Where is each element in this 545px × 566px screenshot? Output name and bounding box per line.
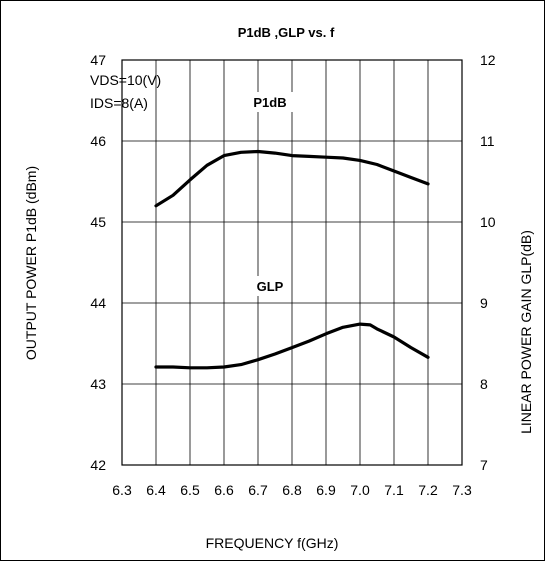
y-tick-label-left: 44 (90, 295, 106, 311)
y-tick-label-left: 47 (90, 52, 106, 68)
x-tick-label: 7.1 (384, 482, 404, 498)
y-axis-label-right: LINEAR POWER GAIN GLP(dB) (518, 230, 534, 434)
x-tick-label: 6.5 (180, 482, 200, 498)
chart-title: P1dB ,GLP vs. f (238, 25, 335, 40)
grid-layer (122, 60, 462, 465)
series-layer (154, 149, 430, 370)
x-tick-label: 6.9 (316, 482, 336, 498)
y-tick-label-left: 42 (90, 457, 106, 473)
x-tick-label: 7.3 (452, 482, 472, 498)
y-tick-label-right: 11 (480, 133, 495, 149)
x-tick-label: 6.7 (248, 482, 268, 498)
y-tick-label-right: 9 (480, 295, 488, 311)
series-label-p1db-text: P1dB (253, 95, 286, 110)
x-tick-label: 6.3 (112, 482, 132, 498)
y-tick-label-left: 43 (90, 376, 106, 392)
series-label-glp: GLP (250, 276, 290, 296)
annotation-ids: IDS=8(A) (90, 95, 148, 111)
series-line-p1db (154, 149, 430, 208)
tick-label-layer: 6.3 6.4 6.5 6.6 6.7 6.8 6.9 7.0 7.1 7.2 7.3 42 43 44 4… (90, 52, 495, 498)
y-tick-label-left: 45 (90, 214, 106, 230)
x-tick-label: 6.6 (214, 482, 234, 498)
x-tick-label: 7.2 (418, 482, 438, 498)
x-tick-label: 6.8 (282, 482, 302, 498)
series-label-p1db: P1dB (246, 92, 294, 112)
annotation-vds: VDS=10(V) (90, 72, 161, 88)
series-label-glp-text: GLP (257, 279, 284, 294)
y-axis-label-left: OUTPUT POWER P1dB (dBm) (23, 166, 39, 360)
y-tick-label-right: 10 (480, 214, 496, 230)
y-tick-label-right: 12 (480, 52, 496, 68)
plot-area (121, 59, 463, 466)
x-tick-label: 6.4 (146, 482, 166, 498)
y-tick-label-right: 8 (480, 376, 488, 392)
series-line-glp (154, 322, 430, 370)
y-tick-label-right: 7 (480, 457, 488, 473)
x-axis-label: FREQUENCY f(GHz) (206, 535, 339, 551)
y-tick-label-left: 46 (90, 133, 106, 149)
x-tick-label: 7.0 (350, 482, 370, 498)
